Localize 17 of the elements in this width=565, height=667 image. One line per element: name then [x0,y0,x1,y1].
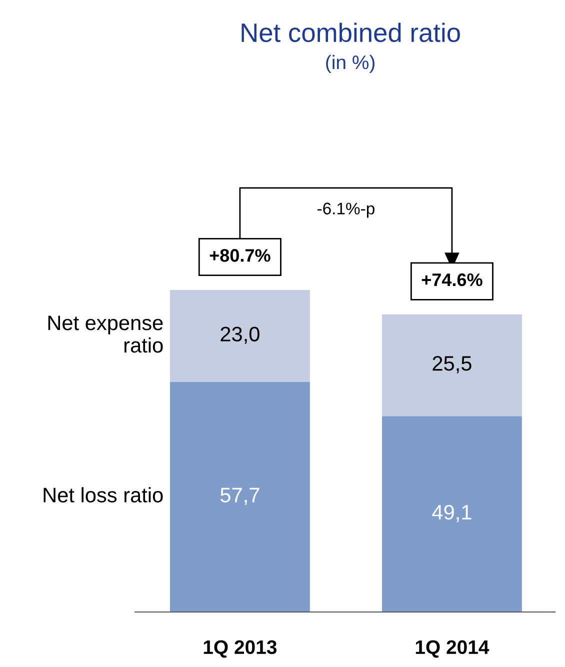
data-label: 23,0 [220,326,260,344]
total-label: +74.6% [422,273,482,286]
series-label: Net loss ratio [44,487,163,502]
data-label: 57,7 [220,488,260,505]
series-label: Net expense ratio [48,316,163,353]
total-label: +80.7% [210,249,270,262]
data-label: 25,5 [432,356,472,374]
bar [382,416,522,612]
x-tick-label: 1Q 2014 [416,640,490,658]
chart-title: Net combined ratio [242,22,460,42]
bar [170,382,310,612]
bar [170,290,310,382]
chart-subtitle: (in %) [326,54,374,74]
x-tick-label: 1Q 2013 [204,640,277,658]
bar [382,314,522,416]
data-label: 49,1 [432,504,472,522]
text: -6.1%-p [318,202,374,218]
